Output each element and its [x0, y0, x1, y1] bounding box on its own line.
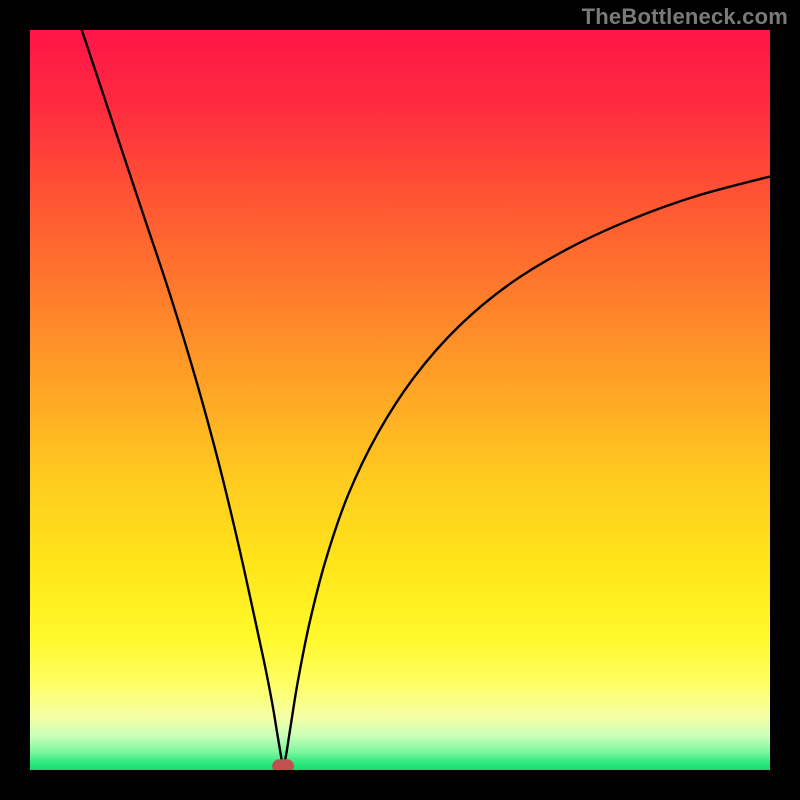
- watermark-label: TheBottleneck.com: [582, 4, 788, 30]
- chart-container: TheBottleneck.com: [0, 0, 800, 800]
- plot-area: [30, 30, 770, 770]
- plot-svg: [30, 30, 770, 770]
- gradient-background: [30, 30, 770, 770]
- optimum-marker: [272, 759, 294, 770]
